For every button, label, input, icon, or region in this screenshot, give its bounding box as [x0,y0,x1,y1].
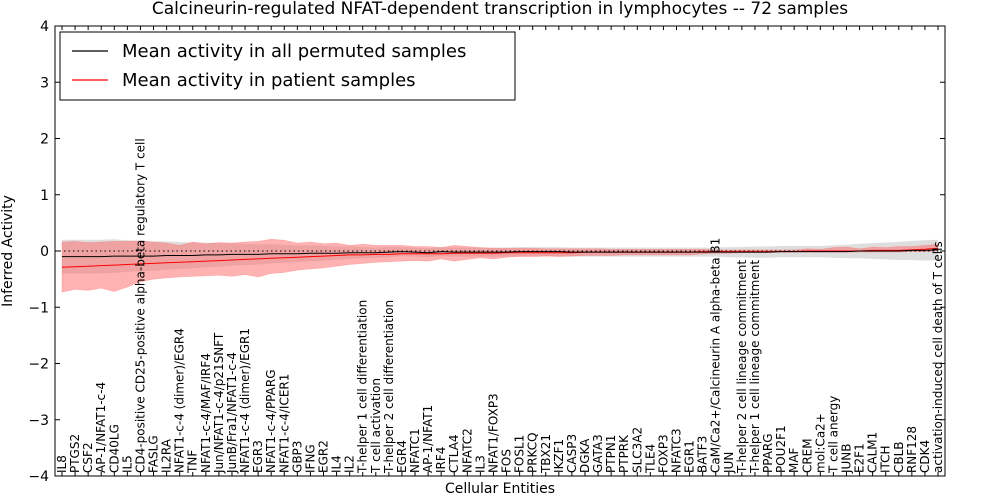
y-tick-label: 2 [40,132,49,148]
x-tick-label: T cell activation [369,378,383,474]
x-tick-label: Jun/NFAT1-c-4/p21SNFT [212,332,226,474]
x-tick-label: T cell anergy [826,396,840,474]
x-tick-label: BATF3 [696,436,710,473]
x-tick-label: FOS [500,449,514,473]
x-tick-label: IL4 [330,455,344,473]
x-tick-label: T-helper 2 cell lineage commitment [735,260,749,474]
x-tick-label: IL2RA [160,438,174,473]
x-tick-label: PRKCQ [526,432,540,473]
x-tick-label: NFAT1/FOXP3 [487,393,501,473]
x-tick-label: NFAT1-c-4 (dimer)/EGR4 [173,328,187,473]
y-tick-label: −3 [28,413,49,429]
x-tick-label: IL5 [120,455,134,473]
y-axis-label: Inferred Activity [0,195,16,307]
x-tick-label: MAF [787,447,801,473]
x-tick-label: GATA3 [591,434,605,473]
x-tick-label: E2F1 [853,443,867,473]
x-tick-label: CASP3 [565,434,579,473]
x-tick-label: NFATC1 [408,428,422,473]
x-axis-label: Cellular Entities [445,481,555,497]
x-tick-label: TLE4 [643,444,657,474]
x-tick-label: RNF128 [905,426,919,473]
x-tick-label: EGR3 [251,440,265,473]
x-tick-label: IL8 [55,455,69,473]
x-tick-label: NFAT1-c-4/ICER1 [277,374,291,473]
plot-area [55,238,945,293]
x-tick-label: NFAT1-c-4/MAF/IRF4 [199,353,213,473]
x-tick-label: GBP3 [290,441,304,473]
series-line-permuted [62,249,939,258]
x-tick-label: T-helper 1 cell differentiation [356,300,370,474]
x-axis-ticks: IL8 PTGS2 CSF2 AP-1/NFAT1-c-4 CD40LG IL5 CD4-p… [55,26,945,476]
x-tick-label: T-helper 2 cell differentiation [382,300,396,474]
x-tick-label: PTPN1 [604,435,618,473]
x-tick-label: CD4-positive CD25-positive alpha-beta re… [133,138,147,473]
x-tick-label: CSF2 [81,442,95,473]
x-tick-label: PTPRK [617,434,631,473]
x-tick-label: CREM [800,438,814,473]
x-tick-label: CBLB [892,441,906,473]
x-tick-label: ITCH [879,445,893,473]
x-tick-label: JUNB [840,443,854,474]
x-tick-label: CaM/Ca2+/Calcineurin A alpha-beta B1 [709,238,723,473]
y-tick-label: 1 [40,188,49,204]
x-tick-label: TNF [186,450,200,474]
x-tick-label: mol:Ca2+ [813,413,827,473]
chart-title: Calcineurin-regulated NFAT-dependent tra… [152,0,848,19]
x-tick-label: activation-induced cell death of T cells [931,241,945,473]
y-tick-label: 3 [40,75,49,91]
x-tick-label: JUN [722,452,736,474]
x-tick-label: CDK4 [918,440,932,473]
x-tick-label: POU2F1 [774,425,788,473]
y-tick-label: −4 [28,469,49,485]
y-tick-label: −1 [28,300,49,316]
x-tick-label: IL2 [343,455,357,473]
x-tick-label: FOXP3 [656,434,670,473]
x-tick-label: AP-1/NFAT1-c-4 [94,382,108,473]
x-tick-label: SLC3A2 [630,427,644,473]
x-tick-label: NFATC2 [460,428,474,473]
x-tick-label: T-helper 1 cell lineage commitment [748,260,762,474]
x-tick-label: CTLA4 [447,434,461,473]
x-tick-label: IKZF1 [552,439,566,473]
x-tick-label: FOSL1 [513,435,527,473]
x-tick-label: JunB/Fra1/NFAT1-c-4 [225,352,239,474]
x-tick-label: AP-1/NFAT1 [421,405,435,473]
y-tick-label: 4 [40,19,49,35]
x-tick-label: NFATC3 [670,428,684,473]
x-tick-label: EGR4 [395,440,409,473]
x-tick-label: IL3 [473,455,487,473]
x-tick-label: NFAT1-c-4 (dimer)/EGR1 [238,328,252,473]
legend-label-permuted: Mean activity in all permuted samples [122,41,466,62]
x-tick-label: NFAT1-c-4/PPARG [264,369,278,473]
x-tick-label: EGR2 [317,440,331,473]
x-tick-label: TBX21 [539,434,553,474]
x-tick-label: IFNG [303,444,317,473]
y-tick-label: 0 [40,244,49,260]
x-tick-label: CD40LG [107,424,121,473]
x-tick-label: PPARG [761,433,775,473]
legend-label-patient: Mean activity in patient samples [122,70,416,91]
legend: Mean activity in all permuted samples Me… [59,31,516,101]
x-tick-label: DGKA [578,438,592,473]
x-tick-label: FASLG [147,435,161,473]
y-tick-label: −2 [28,357,49,373]
legend-box [59,31,516,101]
x-tick-label: EGR1 [683,440,697,473]
x-tick-label: IRF4 [434,447,448,473]
y-axis-ticks: −4 −3 −2 −1 0 1 2 3 4 [28,19,945,485]
x-tick-label: PTGS2 [68,434,82,473]
x-tick-label: CALM1 [866,432,880,473]
